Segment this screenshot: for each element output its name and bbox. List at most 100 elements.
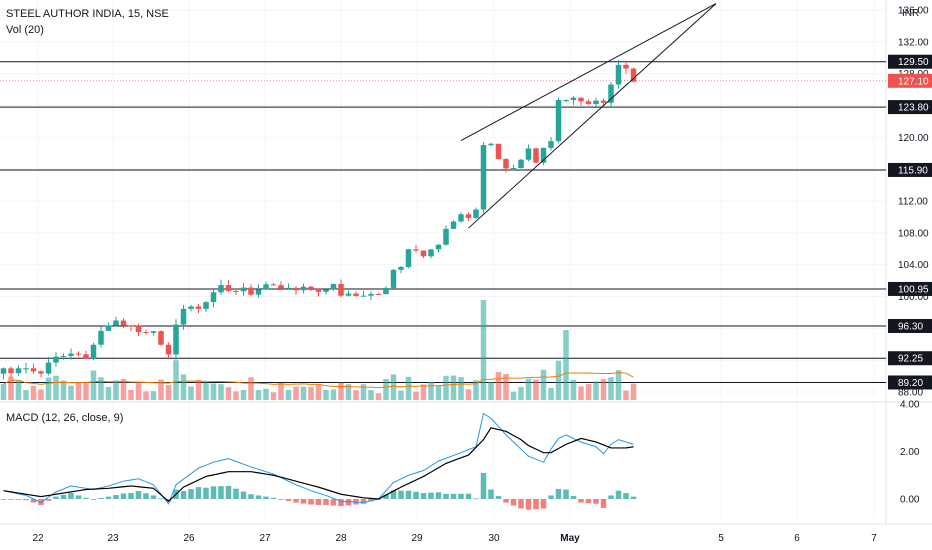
time-tick-label: 26 — [183, 533, 195, 544]
macd-histogram-bar — [330, 499, 337, 506]
candle — [308, 286, 314, 289]
macd-histogram-bar — [75, 495, 82, 499]
candle — [98, 330, 104, 345]
price-tick-label: 112.00 — [898, 197, 928, 208]
macd-histogram-bar — [585, 499, 592, 504]
volume-bar — [128, 389, 134, 400]
price-tick-label: 88.00 — [898, 388, 923, 399]
macd-label: MACD (12, 26, close, 9) — [6, 412, 124, 424]
candle — [375, 293, 382, 295]
volume-bar — [533, 379, 539, 400]
macd-histogram-bar — [390, 490, 397, 499]
candle — [68, 353, 74, 356]
volume-bar — [225, 387, 232, 400]
macd-histogram-bar — [105, 496, 112, 499]
candle — [143, 332, 149, 334]
level-price-tag — [888, 54, 932, 69]
macd-histogram-bar — [165, 499, 172, 502]
candle — [323, 289, 329, 292]
volume-bar — [300, 386, 307, 400]
macd-histogram-bar — [233, 488, 239, 499]
candle — [278, 285, 284, 289]
macd-histogram-bar — [368, 499, 374, 502]
volume-bar — [443, 375, 449, 400]
volume-bar — [263, 388, 269, 400]
volume-bar — [585, 384, 592, 400]
level-price-tag — [888, 100, 932, 115]
candle — [0, 368, 7, 374]
macd-histogram-bar — [150, 495, 157, 499]
candle — [218, 285, 224, 293]
time-tick-label: May — [560, 533, 580, 544]
volume-bars — [0, 300, 637, 400]
macd-histogram-bar — [255, 495, 262, 499]
volume-bar — [428, 381, 434, 400]
price-tick-label: 136.00 — [898, 5, 929, 16]
volume-bar — [120, 378, 127, 400]
volume-bar — [323, 389, 329, 400]
candle — [38, 371, 44, 374]
macd-histogram-bar — [495, 496, 502, 499]
level-price-label: 92.25 — [898, 354, 923, 365]
macd-histogram-bar — [60, 494, 67, 499]
wedge-lower-trendline — [468, 3, 717, 229]
volume-bar — [270, 392, 277, 400]
volume-bar — [180, 374, 187, 400]
macd-tick-label: 0.00 — [900, 495, 920, 506]
volume-bar — [68, 385, 74, 400]
candle — [458, 214, 464, 222]
macd-histogram-bar — [113, 495, 119, 499]
candle — [240, 287, 247, 292]
volume-bar — [75, 382, 82, 400]
candle — [23, 368, 29, 370]
time-tick-label: 6 — [794, 533, 800, 544]
volume-bar — [600, 379, 607, 400]
volume-bar — [248, 377, 254, 400]
candle — [405, 249, 412, 267]
volume-bar — [630, 383, 637, 400]
candles — [0, 59, 637, 380]
candle — [90, 344, 97, 359]
candle — [570, 97, 577, 100]
volume-bar — [255, 389, 262, 400]
level-price-tag — [888, 281, 932, 296]
macd-histogram-bar — [563, 489, 569, 499]
volume-bar — [503, 374, 509, 400]
current-price-label: 127.10 — [898, 76, 929, 87]
macd-histogram-bar — [623, 493, 629, 499]
macd-histogram-bar — [128, 493, 134, 499]
macd-histogram-bar — [180, 491, 187, 499]
price-tick-label: 132.00 — [898, 37, 929, 48]
macd-histogram-bar — [503, 499, 509, 503]
candle — [555, 100, 562, 142]
candle — [435, 244, 442, 250]
level-price-tag — [888, 375, 932, 390]
candle — [263, 284, 269, 290]
volume-bar — [240, 390, 247, 400]
candle — [165, 344, 172, 355]
volume-bar — [203, 382, 209, 400]
macd-histogram-bar — [450, 493, 457, 499]
level-price-label: 115.90 — [898, 165, 928, 176]
price-tick-label: 120.00 — [898, 133, 929, 144]
volume-bar — [398, 390, 404, 400]
volume-bar — [563, 330, 569, 400]
currency-label: INR — [902, 8, 920, 19]
macd-histogram-bar — [435, 492, 442, 499]
candle — [518, 159, 524, 169]
price-tick-label: 104.00 — [898, 260, 929, 271]
volume-bar — [353, 390, 359, 400]
volume-bar — [0, 384, 7, 400]
macd-pane: 4.00 2.00 0.00 — [0, 400, 920, 510]
volume-bar — [495, 371, 502, 400]
candle — [15, 368, 22, 374]
candle — [188, 306, 194, 309]
candle — [225, 285, 232, 291]
candle — [443, 228, 449, 245]
candle — [105, 325, 112, 331]
macd-histogram-bar — [593, 499, 599, 504]
candle — [623, 64, 629, 69]
macd-histogram-bar — [293, 499, 299, 503]
candle — [540, 147, 547, 163]
